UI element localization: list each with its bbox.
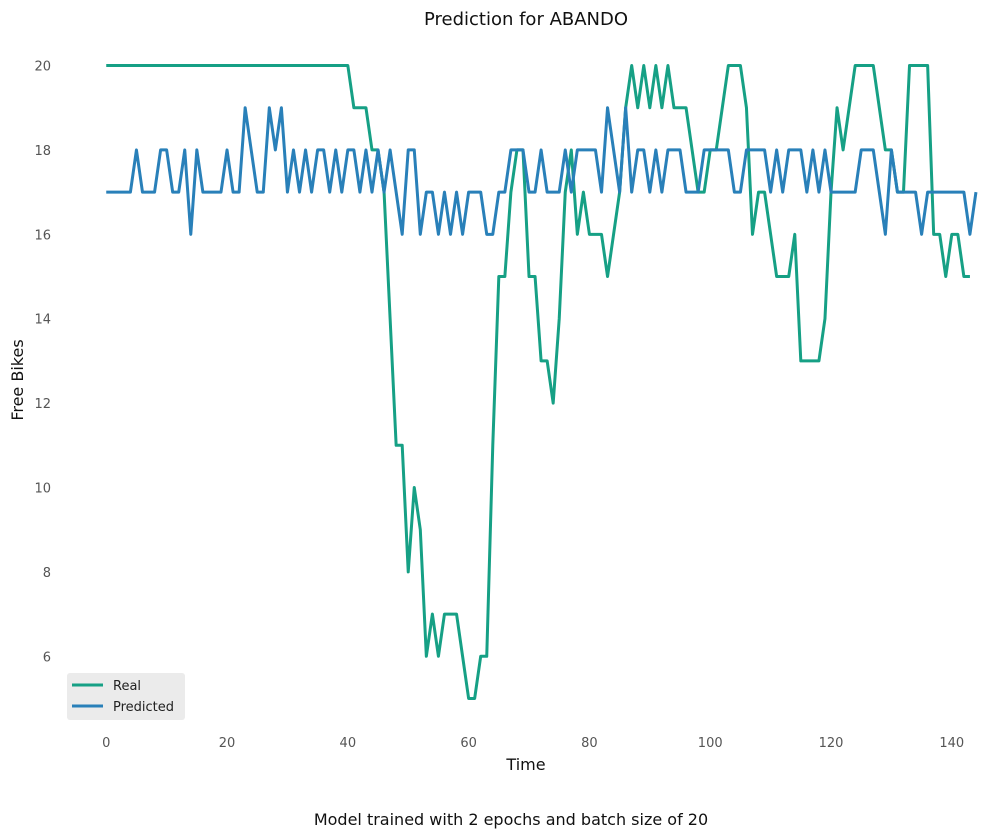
legend: Real Predicted bbox=[67, 673, 185, 720]
legend-label-real: Real bbox=[113, 679, 141, 694]
y-axis-label: Free Bikes bbox=[8, 339, 27, 420]
x-tick-label: 40 bbox=[340, 736, 357, 751]
y-tick-label: 10 bbox=[34, 481, 51, 496]
x-tick-label: 140 bbox=[939, 736, 964, 751]
x-axis-label: Time bbox=[505, 755, 545, 774]
y-tick-label: 14 bbox=[34, 313, 51, 328]
y-tick-label: 12 bbox=[34, 397, 51, 412]
x-tick-label: 60 bbox=[460, 736, 477, 751]
x-tick-label: 0 bbox=[102, 736, 110, 751]
x-tick-label: 100 bbox=[698, 736, 723, 751]
y-tick-label: 20 bbox=[34, 60, 51, 75]
legend-label-predicted: Predicted bbox=[113, 700, 174, 715]
y-tick-label: 8 bbox=[43, 566, 51, 581]
chart-title: Prediction for ABANDO bbox=[424, 9, 628, 30]
x-axis-ticks: 0 20 40 60 80 100 120 140 bbox=[102, 736, 964, 751]
series-line-real bbox=[106, 64, 970, 700]
y-tick-label: 6 bbox=[43, 650, 51, 665]
x-tick-label: 80 bbox=[581, 736, 598, 751]
x-tick-label: 20 bbox=[219, 736, 236, 751]
y-tick-label: 16 bbox=[34, 228, 51, 243]
chart-caption: Model trained with 2 epochs and batch si… bbox=[314, 810, 708, 829]
y-axis-ticks: 6 8 10 12 14 16 18 20 bbox=[34, 60, 51, 666]
series-line-predicted bbox=[106, 106, 978, 236]
plot-lines bbox=[106, 64, 978, 700]
x-tick-label: 120 bbox=[819, 736, 844, 751]
y-tick-label: 18 bbox=[34, 144, 51, 159]
